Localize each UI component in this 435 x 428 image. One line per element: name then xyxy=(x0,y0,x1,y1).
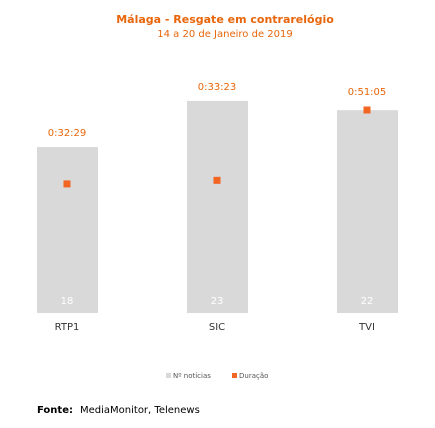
duration-marker xyxy=(63,180,71,188)
legend-label: Nº notícias xyxy=(173,372,211,380)
legend-label: Duração xyxy=(239,372,268,380)
duration-marker xyxy=(213,176,221,184)
duration-marker xyxy=(363,106,371,114)
chart-subtitle: 14 a 20 de Janeiro de 2019 xyxy=(157,29,292,40)
x-tick-label: SIC xyxy=(209,322,225,333)
source: MediaMonitor, Telenews xyxy=(80,405,200,416)
source-label: Fonte: xyxy=(37,405,73,416)
bar-value-label: 22 xyxy=(361,296,374,307)
chart-title: Málaga - Resgate em contrarelógio xyxy=(116,13,334,26)
legend-swatch xyxy=(166,373,171,378)
bar xyxy=(187,100,248,313)
bar xyxy=(37,147,98,313)
duration-label: 0:51:05 xyxy=(348,87,387,98)
duration-label: 0:32:29 xyxy=(48,128,87,139)
bar-value-label: 18 xyxy=(61,296,74,307)
legend-swatch xyxy=(232,373,237,378)
bar xyxy=(337,110,398,313)
bar-value-label: 23 xyxy=(211,296,224,307)
duration-label: 0:33:23 xyxy=(198,82,237,93)
x-tick-label: TVI xyxy=(358,322,375,333)
x-tick-label: RTP1 xyxy=(55,322,80,333)
